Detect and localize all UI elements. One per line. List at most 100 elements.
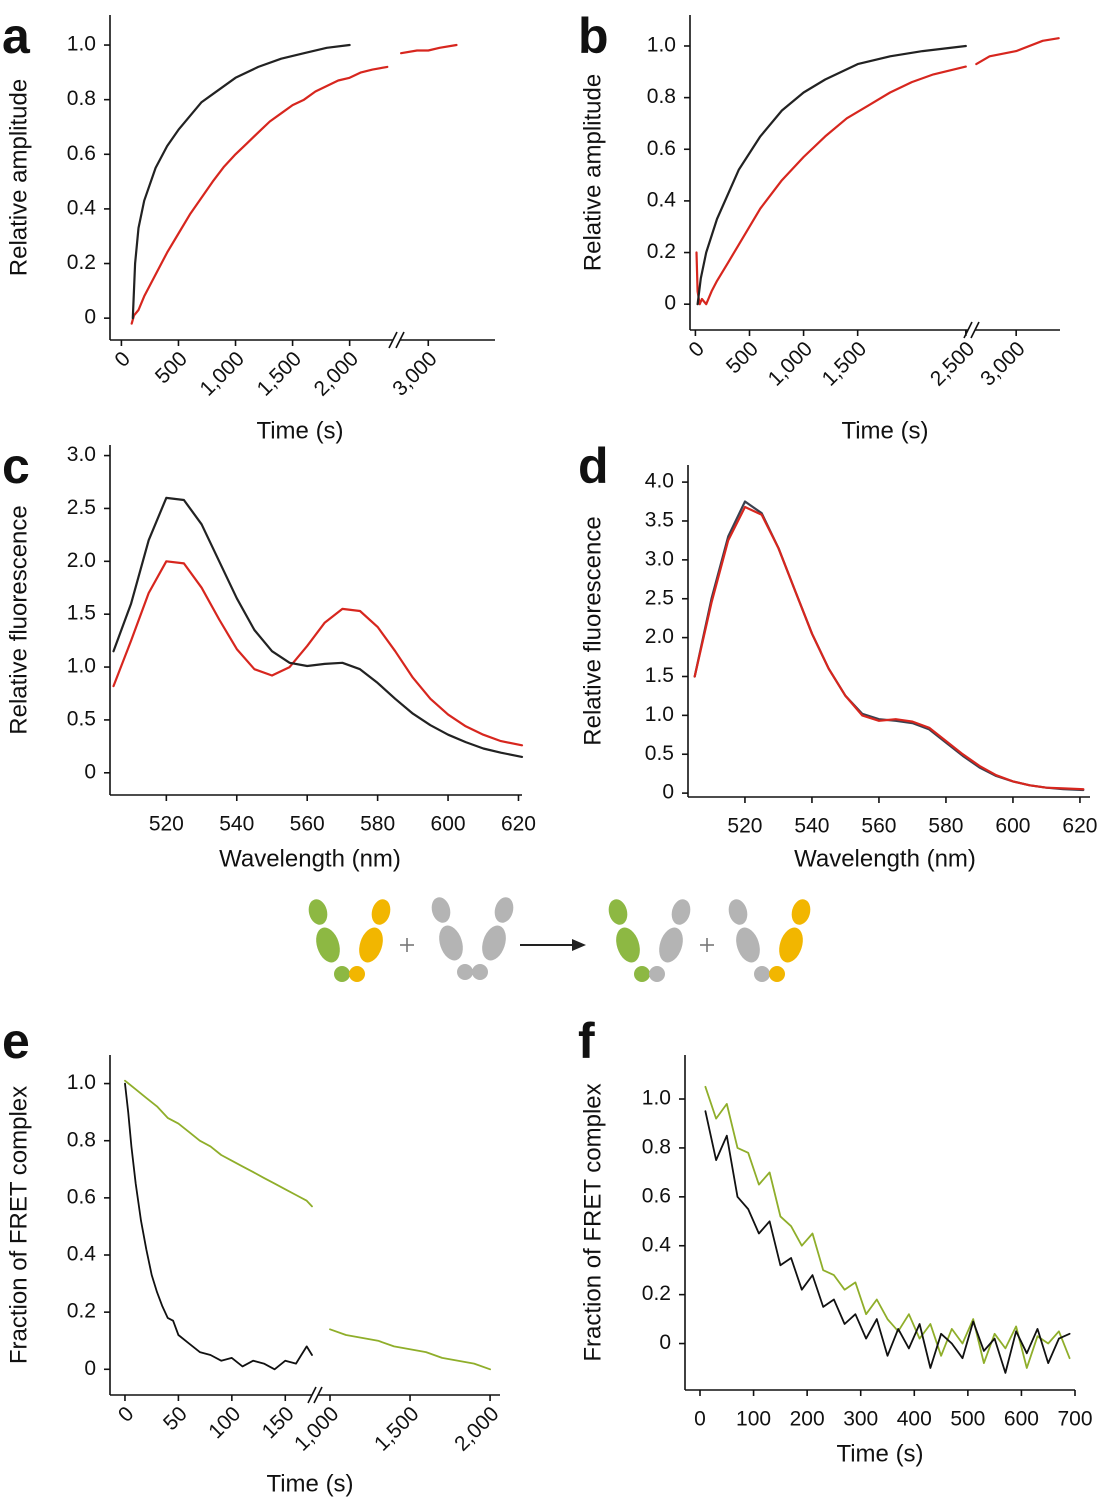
data-line	[112, 560, 524, 747]
y-axis-label: Relative amplitude	[579, 74, 606, 271]
y-tick-label: 1.0	[67, 655, 96, 678]
x-tick-label: 540	[219, 813, 254, 836]
arrow	[520, 939, 586, 951]
y-axis-label: Fraction of FRET complex	[5, 1086, 32, 1364]
x-tick-label: 3,000	[388, 347, 441, 400]
x-tick-label: 580	[360, 813, 395, 836]
x-tick-label: 520	[149, 813, 184, 836]
data-line	[112, 496, 524, 758]
x-tick-label: 600	[1004, 1408, 1039, 1431]
data-line	[131, 43, 351, 320]
y-tick-label: 1.0	[647, 34, 676, 57]
panel-label: c	[2, 438, 30, 494]
data-line	[400, 43, 458, 55]
x-tick-label: 500	[722, 337, 763, 378]
y-tick-label: 0	[84, 306, 96, 329]
y-tick-label: 2.0	[67, 549, 96, 572]
data-line	[329, 1328, 491, 1371]
axis-break	[313, 1386, 323, 1404]
y-tick-label: 1.5	[67, 602, 96, 625]
y-tick-label: 0.6	[642, 1184, 671, 1207]
data-line	[704, 1085, 1071, 1369]
y-tick-label: 0.2	[67, 251, 96, 274]
x-tick-label: 1,000	[290, 1402, 343, 1455]
axis-break	[395, 331, 405, 349]
x-tick-label: 600	[431, 813, 466, 836]
panel-label: a	[2, 8, 31, 64]
x-tick-label: 520	[727, 815, 762, 838]
y-tick-label: 0.2	[67, 1300, 96, 1323]
y-tick-label: 0.4	[67, 196, 97, 219]
x-tick-label: 580	[928, 815, 963, 838]
y-axis-label: Relative fluorescence	[5, 505, 32, 734]
y-tick-label: 1.0	[67, 1071, 96, 1094]
x-tick-label: 1,000	[196, 347, 249, 400]
x-tick-label: 2,000	[310, 347, 363, 400]
x-tick-label: 700	[1057, 1408, 1092, 1431]
x-tick-label: 100	[736, 1408, 771, 1431]
y-tick-label: 0.5	[67, 707, 96, 730]
complex-gray	[428, 895, 517, 980]
y-tick-label: 4.0	[645, 470, 674, 493]
y-tick-label: 0.2	[647, 240, 676, 263]
y-tick-label: 0.8	[642, 1135, 671, 1158]
y-tick-label: 2.5	[645, 586, 674, 609]
y-tick-label: 3.5	[645, 509, 674, 532]
data-line	[693, 500, 1085, 792]
plus-sign	[700, 938, 714, 952]
y-tick-label: 0.4	[67, 1243, 97, 1266]
y-tick-label: 0.6	[647, 137, 676, 160]
y-tick-label: 0	[664, 292, 676, 315]
data-line	[124, 1079, 313, 1208]
y-tick-label: 3.0	[67, 443, 96, 466]
x-tick-label: 100	[204, 1402, 245, 1443]
y-tick-label: 0.6	[67, 1185, 96, 1208]
y-tick-label: 1.5	[645, 664, 674, 687]
y-tick-label: 0.8	[67, 87, 96, 110]
schematic	[305, 895, 814, 982]
x-tick-label: 2,500	[926, 337, 979, 390]
complex-gray-yellow	[725, 897, 814, 982]
x-tick-label: 500	[950, 1408, 985, 1431]
x-tick-label: 0	[110, 347, 135, 372]
x-axis-label: Time (s)	[836, 1440, 923, 1467]
x-tick-label: 300	[843, 1408, 878, 1431]
complex-green-gray	[605, 897, 694, 982]
x-tick-label: 500	[151, 347, 192, 388]
axis-break	[388, 331, 398, 349]
y-tick-label: 1.0	[67, 33, 96, 56]
x-tick-label: 1,000	[764, 337, 817, 390]
y-tick-label: 0.8	[647, 85, 676, 108]
y-axis-label: Relative amplitude	[5, 79, 32, 276]
data-line	[704, 1110, 1071, 1374]
x-tick-label: 0	[684, 337, 709, 362]
y-tick-label: 0.6	[67, 142, 96, 165]
y-axis-label: Relative fluorescence	[579, 516, 606, 745]
x-tick-label: 540	[794, 815, 829, 838]
x-tick-label: 3,000	[976, 337, 1029, 390]
x-tick-label: 50	[159, 1402, 192, 1435]
x-tick-label: 560	[861, 815, 896, 838]
y-tick-label: 2.5	[67, 496, 96, 519]
y-tick-label: 0.4	[647, 188, 677, 211]
x-axis-label: Time (s)	[266, 1470, 353, 1497]
y-tick-label: 0.8	[67, 1128, 96, 1151]
y-tick-label: 0	[84, 1357, 96, 1380]
plus-sign	[400, 938, 414, 952]
x-tick-label: 400	[897, 1408, 932, 1431]
y-tick-label: 1.0	[645, 703, 674, 726]
data-line	[124, 1082, 313, 1371]
x-tick-label: 600	[995, 815, 1030, 838]
x-tick-label: 1,500	[818, 337, 871, 390]
x-tick-label: 620	[501, 813, 536, 836]
data-line	[130, 65, 389, 325]
y-tick-label: 0.5	[645, 742, 674, 765]
panel-label: f	[578, 1013, 595, 1069]
x-tick-label: 560	[290, 813, 325, 836]
x-axis-label: Time (s)	[256, 417, 343, 444]
x-axis-label: Time (s)	[841, 417, 928, 444]
x-tick-label: 1,500	[253, 347, 306, 400]
x-axis-label: Wavelength (nm)	[219, 845, 401, 872]
y-tick-label: 0.4	[642, 1233, 672, 1256]
